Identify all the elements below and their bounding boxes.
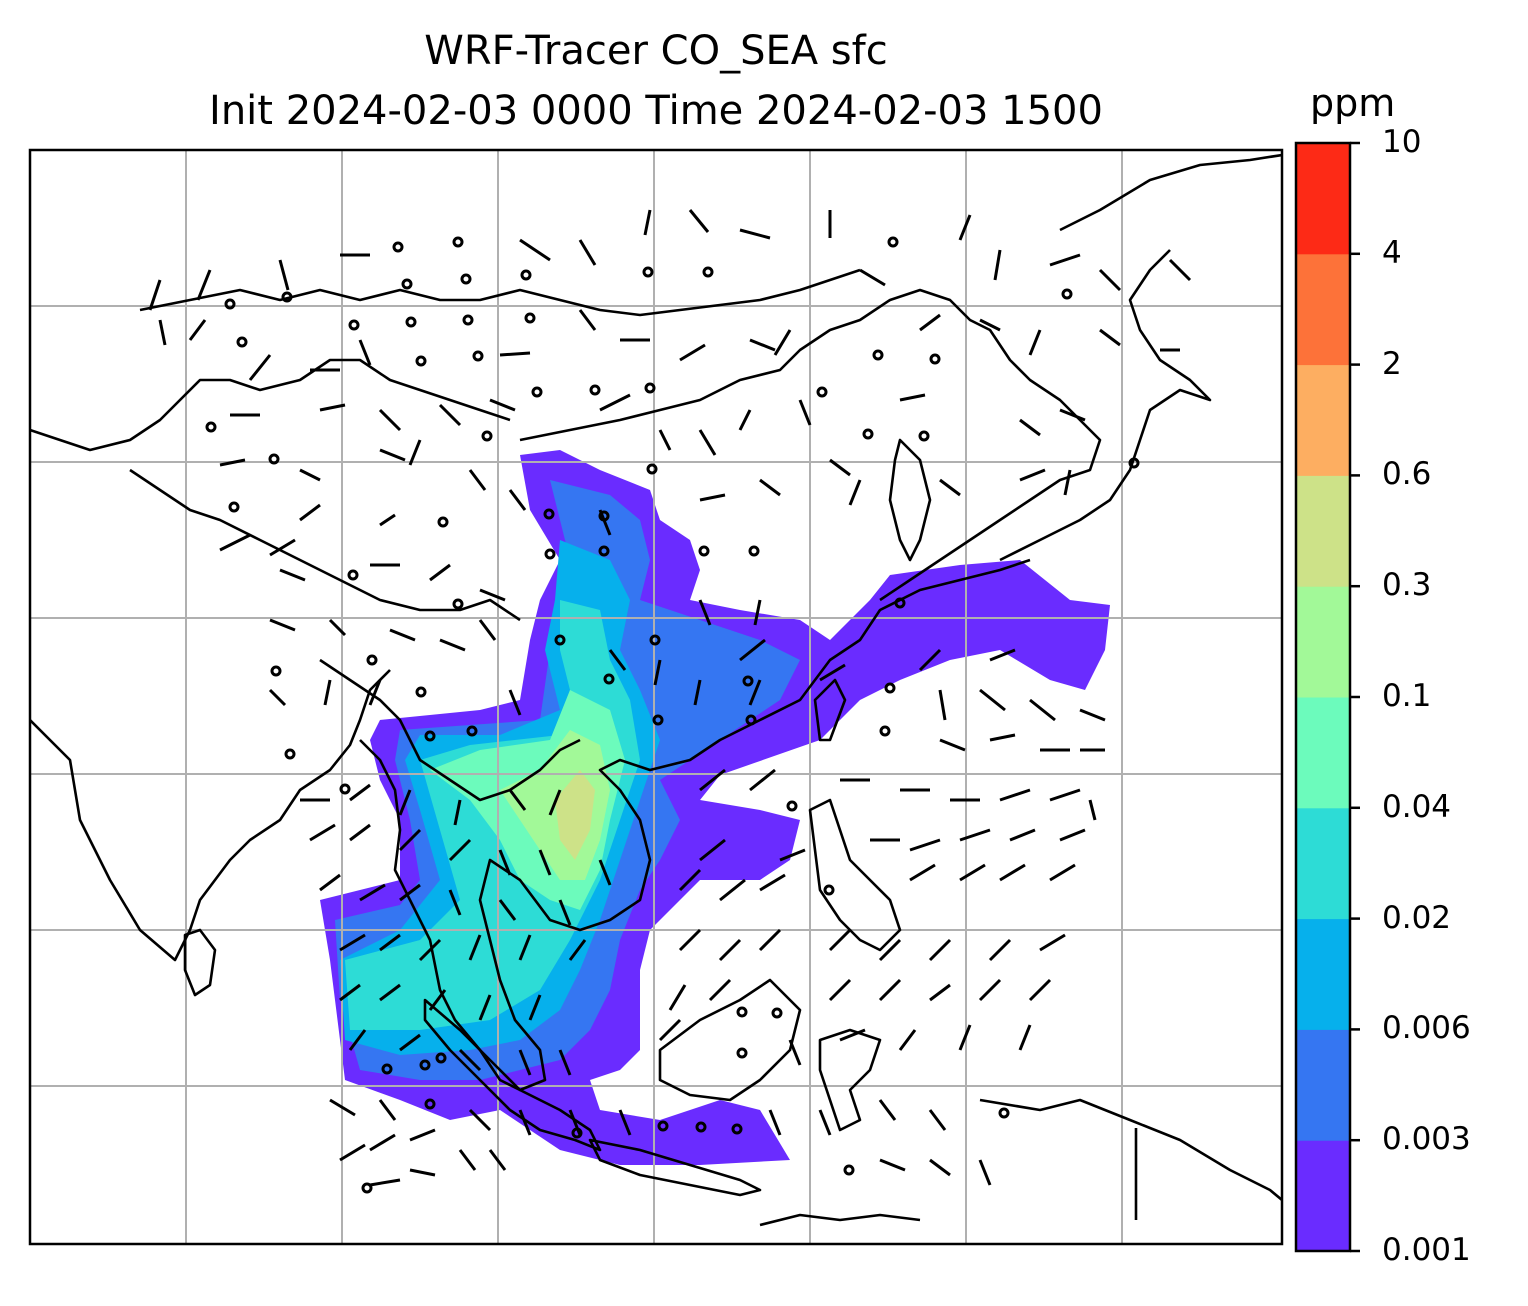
colorbar-swatch: [1296, 918, 1350, 1030]
colorbar-swatch: [1296, 253, 1350, 366]
colorbar-tick-label: 4: [1382, 234, 1402, 271]
colorbar-tick-label: 0.02: [1382, 899, 1452, 936]
colorbar-swatch: [1296, 364, 1350, 476]
new-guinea: [979, 1098, 1282, 1201]
mongolia-border: [139, 268, 861, 317]
philippines: [808, 798, 902, 952]
colorbar-tick-label: 0.1: [1382, 678, 1432, 714]
wind-barbs: [148, 209, 1192, 1187]
gridlines: [30, 150, 1282, 1244]
borneo: [658, 978, 802, 1102]
colorbar-swatch: [1296, 586, 1350, 698]
colorbar-tick-label: 0.6: [1382, 456, 1432, 493]
china-west-border: [30, 358, 511, 452]
tracer-layer-7: [555, 770, 595, 860]
colorbar-swatch: [1296, 1140, 1350, 1252]
colorbar-swatch: [1296, 143, 1350, 255]
coastlines: [30, 153, 1282, 1227]
map-subtitle: Init 2024-02-03 0000 Time 2024-02-03 150…: [209, 88, 1103, 134]
colorbar-tick-label: 0.3: [1382, 567, 1432, 604]
russia-coast: [1059, 153, 1282, 232]
taiwan: [813, 678, 847, 742]
coastline-india: [30, 669, 391, 962]
colorbar-tick-label: 0.003: [1382, 1121, 1471, 1158]
colorbar-swatch: [1296, 1029, 1350, 1141]
coastline-indochina: [359, 558, 1031, 1092]
sumatra: [423, 998, 602, 1152]
colorbar-tick-label: 0.04: [1382, 788, 1452, 825]
calm-markers: [205, 236, 1140, 1194]
map-title: WRF-Tracer CO_SEA sfc: [424, 28, 888, 74]
colorbar-swatch: [1296, 475, 1350, 587]
colorbar-tick-label: 10: [1382, 124, 1422, 160]
japan: [999, 249, 1212, 562]
colorbar-tick-label: 2: [1382, 345, 1402, 382]
colorbar-unit: ppm: [1310, 81, 1396, 125]
korea: [888, 438, 932, 562]
colorbar-tick-label: 0.006: [1382, 1010, 1471, 1047]
sri-lanka: [183, 928, 217, 997]
colorbar-swatch: [1296, 697, 1350, 809]
colorbar-swatch: [1296, 807, 1350, 920]
java: [588, 1138, 762, 1197]
nusa-tenggara: [759, 1213, 921, 1227]
china-coast: [519, 288, 1102, 602]
sulawesi: [818, 1028, 882, 1132]
tracer-field: [320, 450, 1110, 1165]
himalaya-border: [129, 468, 521, 622]
map-frame: [28, 148, 1284, 1246]
colorbar-tick-label: 0.001: [1382, 1232, 1471, 1268]
myanmar-border: [319, 658, 581, 802]
